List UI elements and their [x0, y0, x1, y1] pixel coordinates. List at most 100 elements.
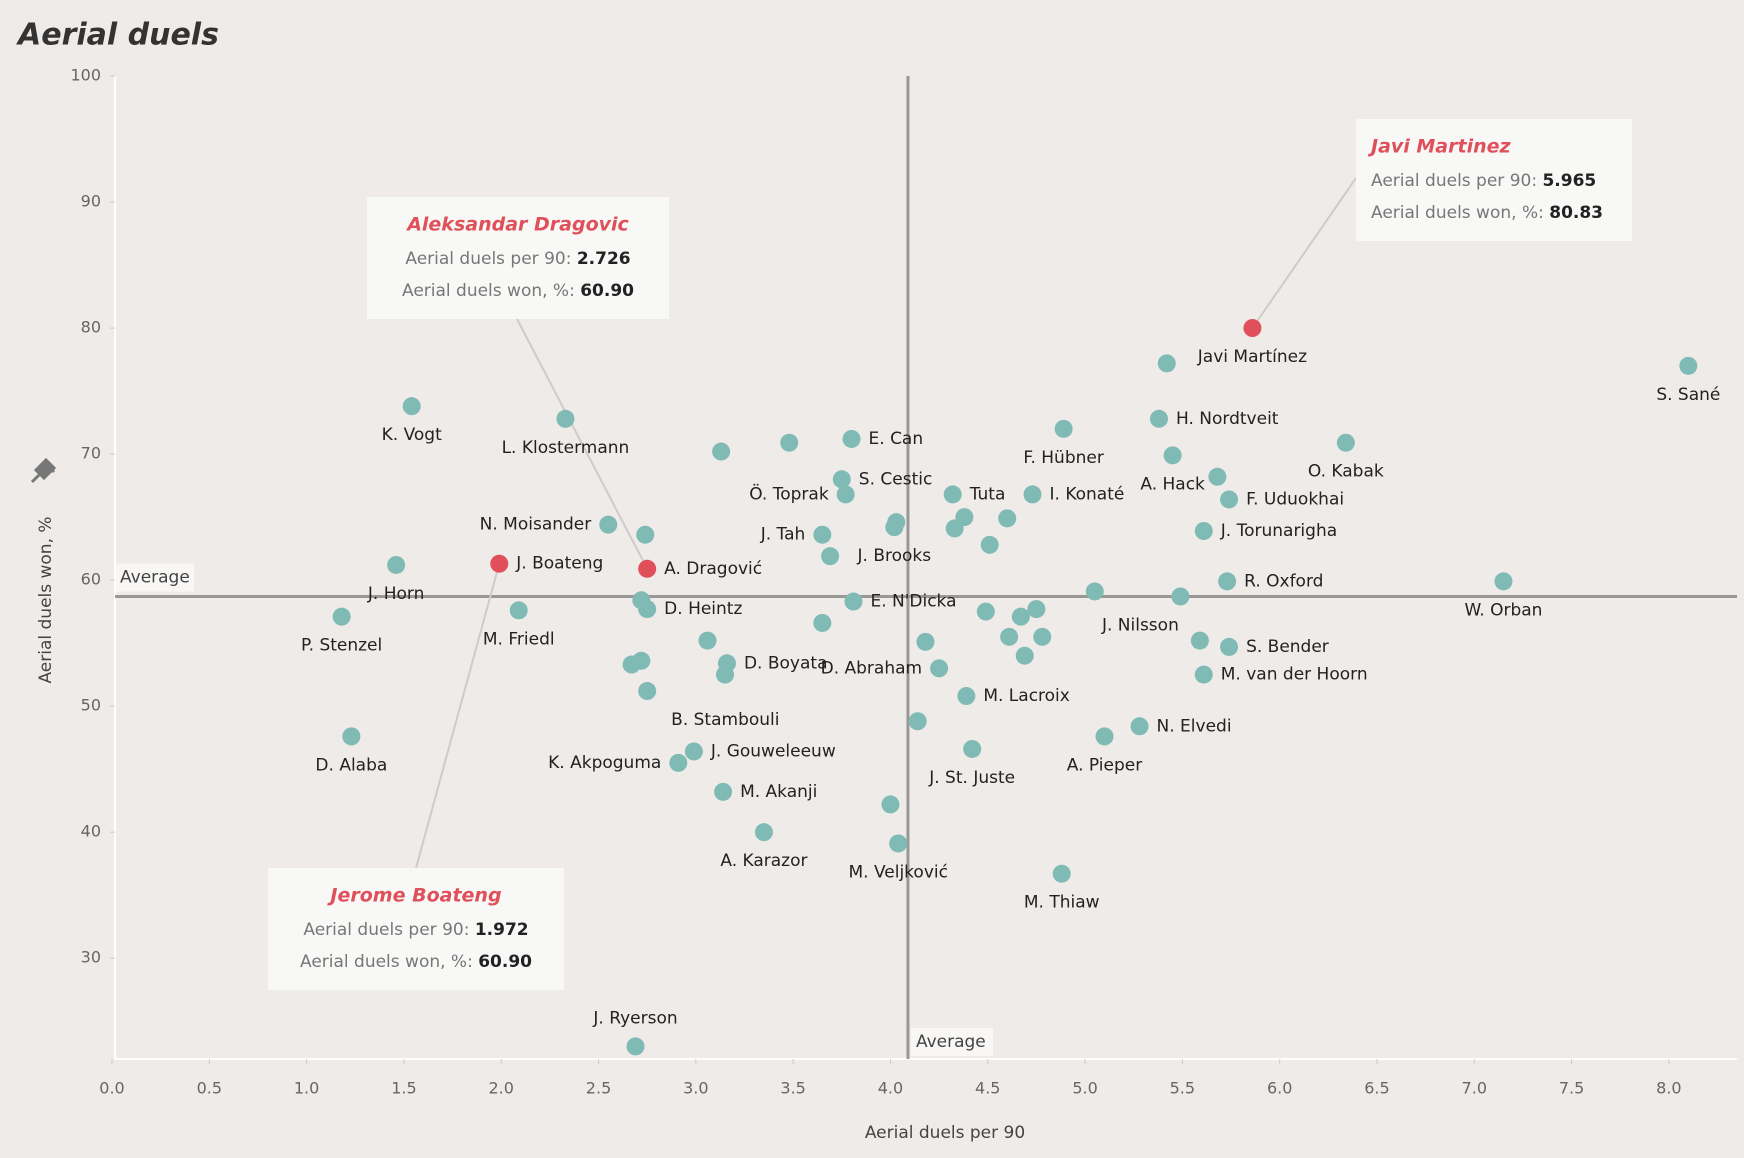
y-tick-label: 40: [81, 822, 101, 841]
tooltip-row-label: Aerial duels won, %:: [402, 281, 575, 301]
point-label: A. Hack: [1140, 474, 1205, 494]
tooltip-row-value: 2.726: [577, 249, 631, 269]
point: [821, 547, 840, 566]
point: [957, 687, 976, 706]
point-label: F. Hübner: [1023, 448, 1103, 468]
point-label: F. Uduokhai: [1246, 489, 1344, 509]
point-label: J. Torunarigha: [1220, 521, 1337, 541]
point-label: J. St. Juste: [928, 768, 1015, 788]
point-label: J. Tah: [760, 525, 806, 545]
point: [813, 613, 832, 632]
x-tick-label: 1.0: [294, 1079, 319, 1098]
point: [1208, 467, 1227, 486]
point: [836, 485, 855, 504]
point: [1220, 490, 1239, 509]
tooltip-row-value: 5.965: [1542, 171, 1596, 191]
x-tick-label: 0.0: [99, 1079, 124, 1098]
point: [509, 601, 528, 620]
point-label: D. Abraham: [821, 658, 922, 678]
point: [754, 823, 773, 842]
point: [976, 602, 995, 621]
point-label: N. Elvedi: [1157, 716, 1232, 736]
tooltip-row-label: Aerial duels won, %:: [1371, 203, 1544, 223]
tooltip-row: Aerial duels won, %: 80.83: [1371, 203, 1603, 223]
point: [1679, 356, 1698, 375]
point-label: K. Vogt: [382, 425, 442, 445]
point-label: J. Brooks: [857, 546, 932, 566]
point-label: E. Can: [869, 429, 924, 449]
y-tick-label: 50: [81, 696, 101, 715]
point: [1150, 409, 1169, 428]
tooltip: Jerome Boateng Aerial duels per 90: 1.972…: [268, 868, 564, 990]
point: [943, 485, 962, 504]
point: [881, 795, 900, 814]
point: [1218, 572, 1237, 591]
point: [626, 1037, 645, 1056]
x-tick-label: 1.5: [391, 1079, 416, 1098]
tooltip-row-label: Aerial duels per 90:: [303, 920, 469, 940]
point-label: M. Lacroix: [983, 686, 1070, 706]
y-tick-label: 70: [81, 444, 101, 463]
y-tick-label: 30: [81, 948, 101, 967]
tooltip-row: Aerial duels per 90: 1.972: [303, 920, 528, 940]
point: [714, 782, 733, 801]
tooltip-row: Aerial duels per 90: 5.965: [1371, 171, 1596, 191]
average-label-bg: [910, 1028, 993, 1056]
x-tick-label: 3.5: [780, 1079, 805, 1098]
point-label: A. Pieper: [1067, 755, 1142, 775]
point-label: Tuta: [969, 484, 1006, 504]
point: [930, 659, 949, 678]
point-label: M. Thiaw: [1024, 893, 1100, 913]
point-label: D. Boyata: [744, 653, 828, 673]
point-label: N. Moisander: [480, 515, 592, 535]
point-label: M. Akanji: [740, 782, 817, 802]
point: [638, 682, 657, 701]
pin-icon[interactable]: [30, 457, 57, 484]
point: [684, 742, 703, 761]
tooltip-box: [1356, 119, 1632, 241]
average-label: Average: [120, 567, 190, 587]
point: [945, 519, 964, 538]
point: [1194, 521, 1213, 540]
point: [1033, 627, 1052, 646]
point-label: H. Nordtveit: [1176, 409, 1279, 429]
point: [698, 631, 717, 650]
point: [1000, 627, 1019, 646]
y-tick-label: 100: [70, 66, 101, 85]
point: [556, 409, 575, 428]
point: [638, 600, 657, 619]
point: [342, 727, 361, 746]
point-label: L. Klostermann: [502, 438, 630, 458]
point: [887, 513, 906, 532]
tooltip-row: Aerial duels per 90: 2.726: [405, 249, 630, 269]
average-label-bg: [116, 563, 194, 592]
point-label: S. Cestic: [859, 469, 933, 489]
tooltip-row: Aerial duels won, %: 60.90: [300, 952, 532, 972]
point: [1054, 419, 1073, 438]
tooltip-row-value: 60.90: [478, 952, 532, 972]
point: [1085, 582, 1104, 601]
point: [980, 535, 999, 554]
leader-line: [1251, 177, 1357, 329]
point-label: S. Sané: [1656, 385, 1720, 405]
point: [832, 470, 851, 489]
tooltip-row-value: 60.90: [580, 281, 634, 301]
point: [1171, 587, 1190, 606]
point: [908, 712, 927, 731]
point-label: J. Ryerson: [592, 1008, 677, 1028]
point: [332, 607, 351, 626]
x-tick-label: 4.5: [975, 1079, 1000, 1098]
tooltip-box: [268, 868, 564, 990]
point: [716, 665, 735, 684]
point: [844, 592, 863, 611]
x-tick-label: 8.0: [1656, 1079, 1681, 1098]
point: [813, 525, 832, 544]
y-axis-label: Aerial duels won, %: [36, 516, 56, 683]
point-label: B. Stambouli: [671, 710, 779, 730]
point-label: I. Konaté: [1050, 484, 1125, 504]
x-tick-label: 5.0: [1072, 1079, 1097, 1098]
point: [402, 397, 421, 416]
point-label: J. Boateng: [515, 554, 603, 574]
